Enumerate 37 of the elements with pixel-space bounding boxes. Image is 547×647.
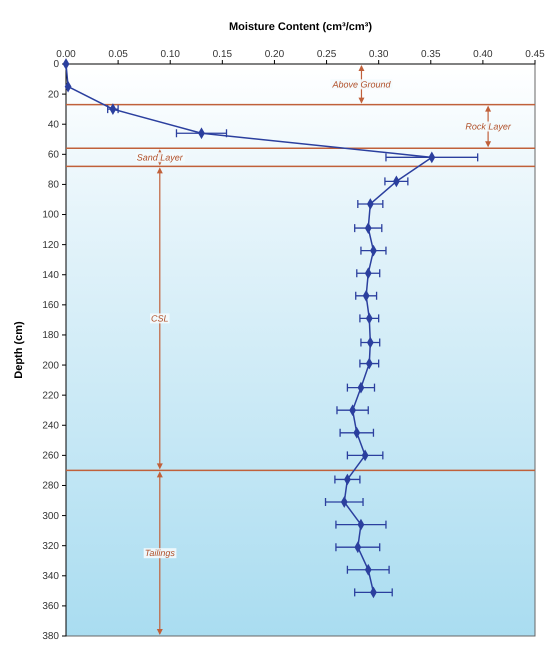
y-tick-label: 320 bbox=[42, 540, 60, 552]
annotation: CSL bbox=[151, 313, 169, 324]
x-axis-title: Moisture Content (cm³/cm³) bbox=[229, 21, 372, 33]
y-tick-label: 280 bbox=[42, 480, 60, 492]
y-tick-label: 380 bbox=[42, 631, 60, 642]
y-tick-label: 20 bbox=[48, 89, 60, 100]
annotation: Rock Layer bbox=[465, 121, 512, 132]
y-tick-label: 120 bbox=[42, 240, 60, 251]
x-tick-label: 0.45 bbox=[525, 49, 546, 60]
annotation: Sand Layer bbox=[136, 152, 184, 162]
y-tick-label: 0 bbox=[53, 59, 60, 70]
y-tick-label: 60 bbox=[48, 150, 60, 161]
y-tick-label: 160 bbox=[42, 300, 60, 312]
x-tick-label: 0.20 bbox=[264, 49, 285, 60]
y-tick-label: 80 bbox=[48, 180, 60, 191]
x-tick-label: 0.05 bbox=[108, 49, 128, 60]
y-tick-label: 140 bbox=[42, 270, 60, 281]
x-tick-label: 0.40 bbox=[473, 49, 494, 60]
x-tick-label: 0.30 bbox=[368, 49, 389, 60]
y-tick-label: 300 bbox=[42, 510, 60, 522]
y-tick-label: 360 bbox=[42, 601, 60, 612]
y-tick-label: 40 bbox=[48, 119, 60, 130]
y-tick-label: 220 bbox=[42, 390, 60, 402]
y-tick-label: 340 bbox=[42, 570, 60, 582]
x-tick-label: 0.00 bbox=[56, 49, 76, 60]
x-tick-label: 0.25 bbox=[316, 49, 337, 60]
y-tick-label: 260 bbox=[42, 450, 60, 462]
x-tick-label: 0.10 bbox=[160, 49, 180, 60]
annotation: Tailings bbox=[144, 548, 176, 558]
y-tick-label: 200 bbox=[42, 360, 60, 372]
x-tick-label: 0.15 bbox=[212, 49, 232, 60]
annotation: Above Ground bbox=[331, 79, 392, 90]
y-tick-label: 180 bbox=[42, 330, 60, 342]
y-axis-title: Depth (cm) bbox=[13, 320, 25, 379]
x-tick-label: 0.35 bbox=[421, 49, 441, 60]
y-tick-label: 240 bbox=[42, 420, 60, 432]
y-tick-label: 100 bbox=[42, 210, 60, 221]
